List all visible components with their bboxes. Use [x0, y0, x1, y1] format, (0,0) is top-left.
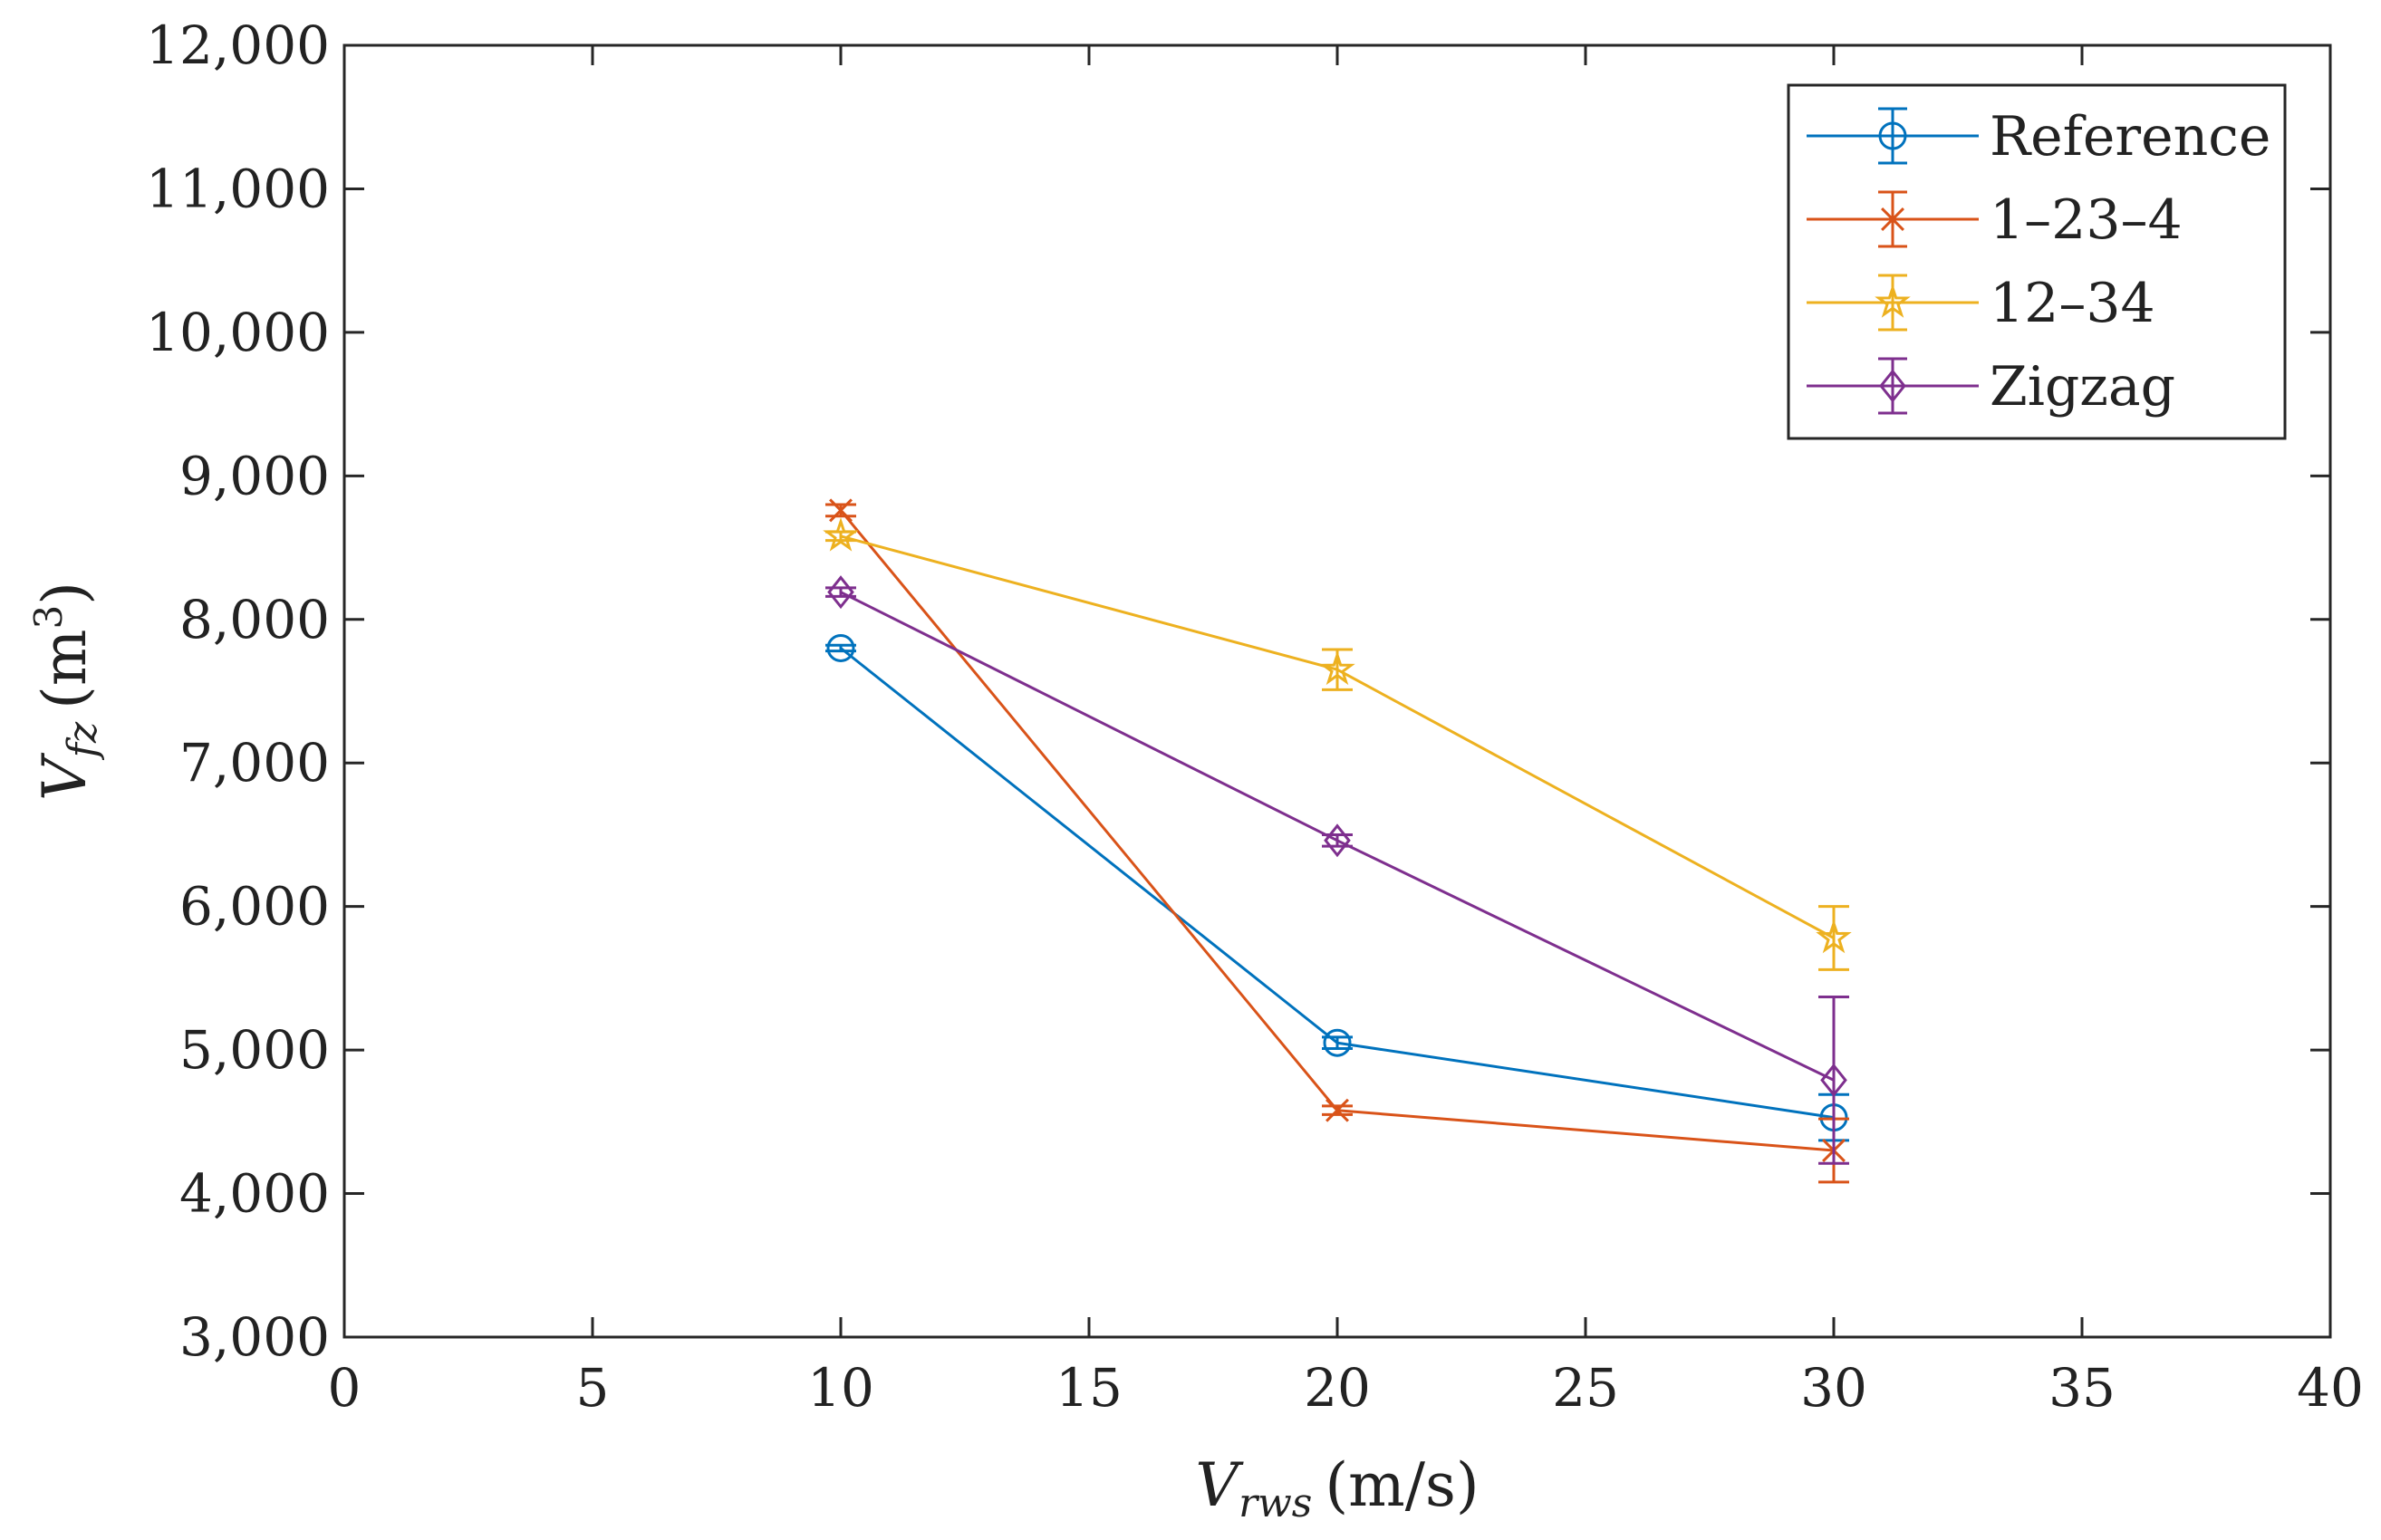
y-axis-label-unit-close: ) — [30, 582, 100, 605]
series-4 — [825, 575, 1849, 1165]
error-bar — [825, 643, 856, 653]
y-axis-label: Vfz (m3) — [26, 582, 106, 801]
data-point — [823, 517, 859, 552]
error-bar — [1818, 905, 1849, 971]
y-tick-label: 8,000 — [179, 589, 330, 650]
y-tick-label: 9,000 — [179, 445, 330, 506]
legend-marker — [1881, 207, 1904, 231]
x-tick-label: 30 — [1800, 1357, 1867, 1419]
x-tick-label: 40 — [2297, 1357, 2364, 1419]
y-tick-label: 5,000 — [179, 1019, 330, 1081]
error-bar — [825, 586, 856, 598]
x-tick-label: 10 — [807, 1357, 874, 1419]
x-tick-label: 5 — [576, 1357, 610, 1419]
legend-label: Zigzag — [1990, 355, 2175, 419]
x-axis-label: Vrws (m/s) — [1195, 1450, 1479, 1526]
x-tick-label: 20 — [1304, 1357, 1371, 1419]
y-tick-label: 4,000 — [179, 1163, 330, 1225]
x-tick-label: 35 — [2048, 1357, 2116, 1419]
legend-item: Zigzag — [1807, 355, 2175, 419]
legend-marker — [1878, 121, 1907, 150]
x-axis: 0 5 10 15 20 25 30 35 40 — [328, 45, 2364, 1419]
x-axis-label-subscript: rws — [1239, 1480, 1312, 1526]
y-tick-label: 10,000 — [146, 302, 330, 363]
x-tick-label: 0 — [328, 1357, 361, 1419]
y-axis: 3,000 4,000 5,000 6,000 7,000 8,000 9,000 10,00… — [146, 14, 2330, 1368]
series-2 — [825, 498, 1849, 1184]
legend-marker-stroke — [1881, 207, 1904, 231]
y-tick-label: 3,000 — [179, 1306, 330, 1368]
data-point — [1323, 1028, 1352, 1057]
data-point-stroke — [829, 498, 853, 523]
legend-label: 1–23–4 — [1990, 188, 2183, 252]
x-axis-label-unit: (m/s) — [1325, 1450, 1479, 1520]
data-point — [1325, 1098, 1349, 1122]
data-point — [1816, 919, 1852, 954]
data-point — [829, 498, 853, 523]
legend-label: Reference — [1990, 105, 2270, 168]
legend-item: 12–34 — [1807, 272, 2155, 335]
y-axis-label-unit: (m — [30, 630, 100, 709]
legend-label: 12–34 — [1990, 272, 2155, 335]
y-axis-label-unit-exponent: 3 — [26, 605, 71, 630]
x-tick-label: 15 — [1056, 1357, 1123, 1419]
legend-marker — [1879, 369, 1906, 403]
legend-item: 1–23–4 — [1807, 188, 2183, 252]
series-3 — [823, 517, 1852, 971]
series-layer — [823, 498, 1852, 1184]
y-tick-label: 12,000 — [146, 14, 330, 76]
x-tick-label: 25 — [1552, 1357, 1619, 1419]
y-axis-label-symbol: V — [30, 752, 100, 801]
error-bar — [1818, 995, 1849, 1165]
y-tick-label: 11,000 — [146, 158, 330, 219]
data-point — [1319, 650, 1355, 686]
x-axis-label-symbol: V — [1195, 1450, 1244, 1520]
data-point — [827, 575, 854, 610]
data-point — [1820, 1063, 1847, 1097]
data-point — [826, 633, 855, 662]
legend-marker — [1875, 284, 1911, 318]
series-1 — [825, 633, 1849, 1142]
legend-box — [1787, 83, 2287, 440]
series-line — [840, 534, 1835, 939]
legend-item: Reference — [1807, 105, 2270, 168]
data-point-stroke — [1325, 1098, 1349, 1122]
legend: Reference 1–23–4 12–34 Zigzag — [1787, 83, 2287, 440]
data-point — [1324, 823, 1351, 858]
y-axis-label-subscript: fz — [60, 721, 106, 760]
y-tick-label: 7,000 — [179, 732, 330, 794]
error-bar — [1322, 833, 1353, 848]
y-tick-label: 6,000 — [179, 876, 330, 938]
